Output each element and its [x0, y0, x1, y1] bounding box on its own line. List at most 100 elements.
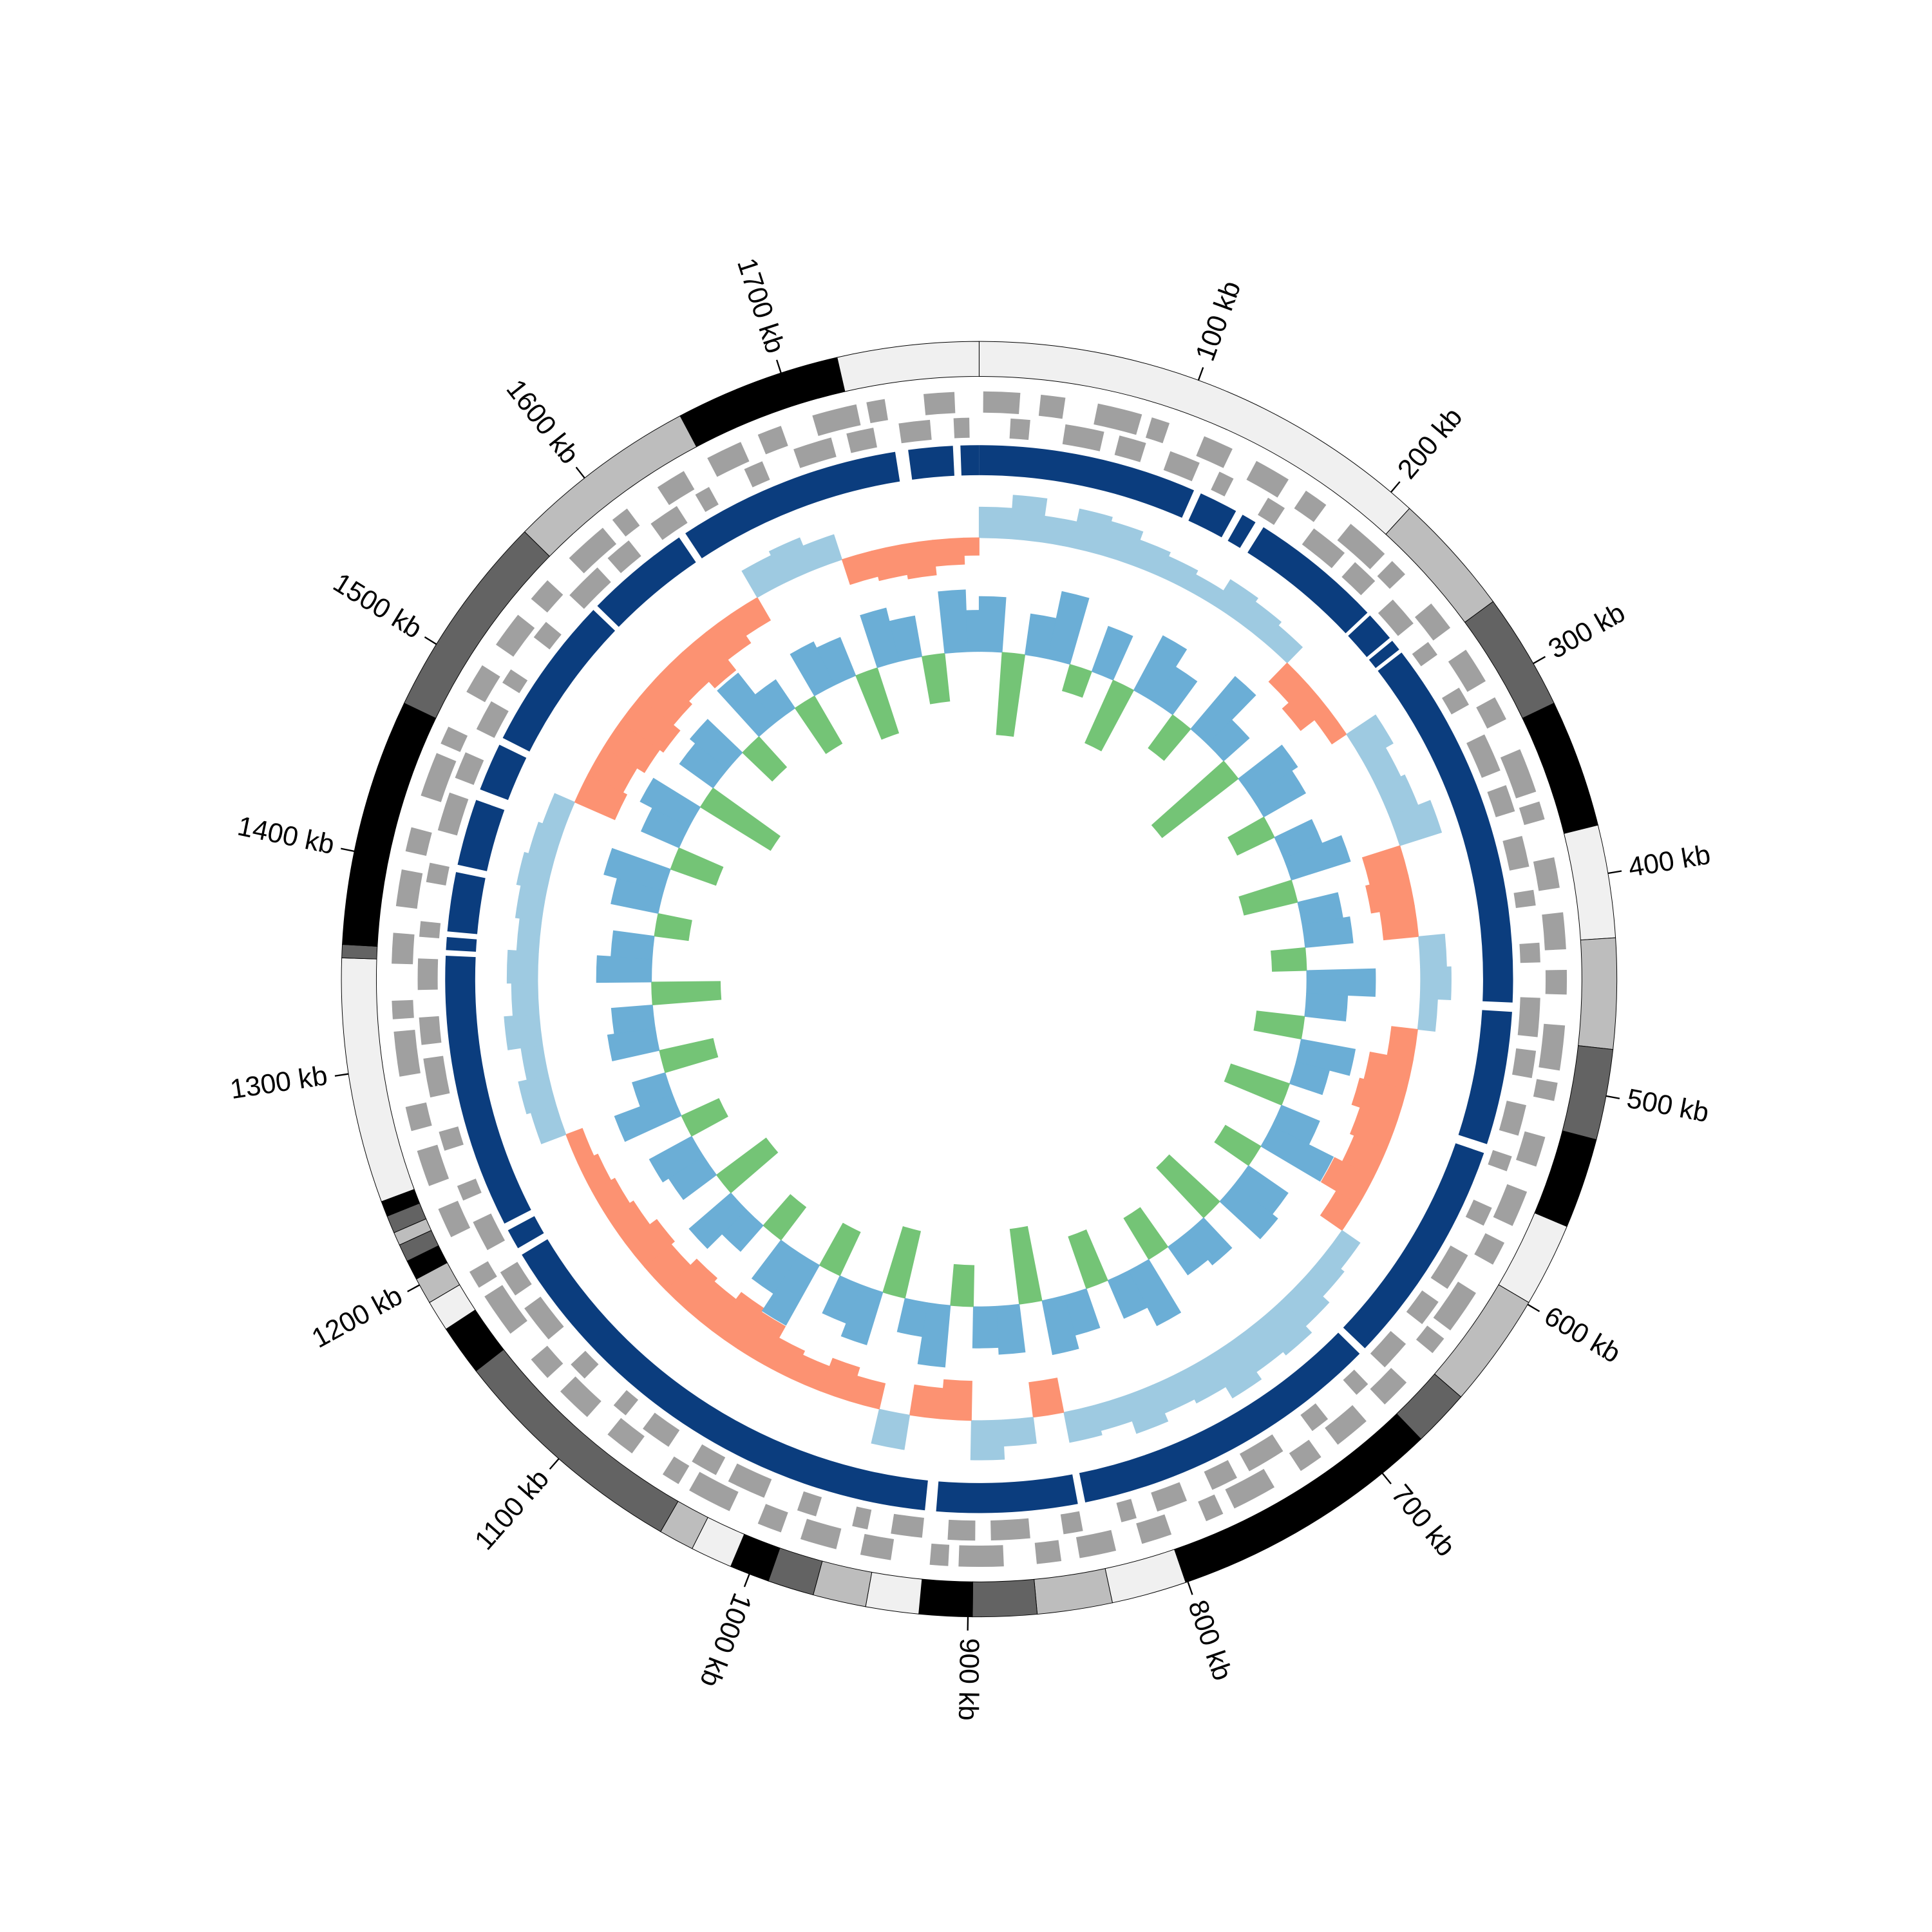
skew-bar	[596, 955, 653, 983]
gc-bar	[1379, 905, 1419, 941]
contig	[1368, 641, 1399, 668]
gene	[1545, 969, 1567, 995]
gene	[1225, 1468, 1275, 1509]
gc-bar	[871, 1408, 911, 1450]
contig	[597, 537, 696, 627]
skew-bar	[1304, 993, 1349, 1022]
contig	[936, 1474, 1078, 1513]
band	[1564, 824, 1616, 941]
gene	[607, 540, 641, 574]
gene	[898, 419, 932, 444]
gene	[405, 1102, 432, 1132]
gene	[689, 1472, 739, 1511]
skew-bar	[1148, 714, 1191, 761]
gene	[395, 869, 423, 909]
gc-bar	[963, 537, 980, 556]
gc-bar	[520, 1044, 549, 1081]
gene	[923, 392, 956, 415]
gene	[1370, 1331, 1406, 1368]
gene	[852, 1506, 872, 1530]
gene	[393, 1030, 421, 1077]
gc-bar	[1419, 966, 1452, 1001]
tick-label: 500 kb	[1624, 1083, 1711, 1129]
gene	[496, 614, 535, 657]
gene	[392, 933, 415, 965]
gene	[569, 527, 617, 574]
skew-bar	[1009, 1226, 1043, 1305]
skew-bar	[659, 1037, 719, 1074]
band	[1578, 937, 1618, 1050]
tick-mark	[1533, 656, 1546, 665]
gene	[860, 1533, 895, 1560]
skew-bar	[715, 1137, 779, 1193]
skew-bar	[670, 847, 724, 886]
skew-bar	[996, 652, 1026, 737]
contig	[502, 610, 616, 752]
gc-bar	[909, 1384, 944, 1419]
gene	[1196, 436, 1233, 468]
tick-mark	[549, 1458, 560, 1470]
skew-bar	[938, 589, 969, 654]
contig	[1247, 527, 1368, 634]
gene	[1038, 394, 1066, 419]
gene	[929, 1543, 950, 1566]
tick-label: 1400 kb	[235, 811, 337, 860]
tick-mark	[341, 848, 355, 853]
gene	[533, 621, 562, 650]
gene	[531, 1345, 564, 1378]
contig	[480, 744, 527, 800]
contig	[447, 872, 486, 934]
tick-label: 1300 kb	[228, 1060, 329, 1105]
skew-bar	[978, 596, 1007, 653]
skew-bar	[996, 1303, 1026, 1355]
gene	[524, 1296, 564, 1340]
gene	[1151, 1482, 1188, 1512]
gene	[1377, 561, 1405, 589]
gene	[439, 1126, 464, 1151]
gc-bar	[542, 793, 576, 831]
gene	[612, 508, 640, 537]
gc-bar	[1417, 998, 1438, 1032]
gene	[983, 391, 1021, 414]
gene	[392, 999, 414, 1019]
band	[1498, 1212, 1567, 1303]
gene	[1289, 1439, 1321, 1472]
skew-bar	[654, 913, 692, 942]
gene	[891, 1513, 924, 1538]
gc-bar	[902, 540, 937, 580]
gene	[466, 665, 500, 703]
gene	[695, 487, 719, 512]
skew-bar	[699, 787, 781, 851]
gene	[569, 567, 611, 609]
gc-bar	[1418, 933, 1447, 968]
gene	[417, 1144, 450, 1186]
gene	[643, 1412, 680, 1447]
skew-bar	[1084, 679, 1135, 752]
gene	[1513, 889, 1536, 909]
tick-mark	[1187, 1581, 1193, 1595]
tick-mark	[575, 466, 585, 479]
gene	[800, 1519, 842, 1549]
gene	[437, 792, 469, 836]
band	[1562, 1045, 1614, 1141]
gene	[846, 428, 877, 453]
gene	[797, 1491, 822, 1517]
gene	[502, 669, 528, 694]
gene	[1116, 1499, 1137, 1522]
gene	[571, 1350, 599, 1379]
tick-label: 1100 kb	[469, 1463, 555, 1556]
gc-bar	[1387, 1026, 1418, 1061]
skew-bar	[1271, 947, 1307, 972]
contig	[685, 451, 900, 558]
gene	[1009, 418, 1030, 440]
band	[1534, 1130, 1597, 1227]
gene	[958, 1545, 1004, 1567]
contig	[522, 1239, 928, 1511]
contig	[507, 1216, 544, 1249]
gene	[1094, 403, 1142, 435]
gc-bar	[970, 1419, 1005, 1461]
band	[918, 1578, 974, 1618]
gene	[1533, 857, 1560, 891]
gene	[1448, 649, 1486, 692]
